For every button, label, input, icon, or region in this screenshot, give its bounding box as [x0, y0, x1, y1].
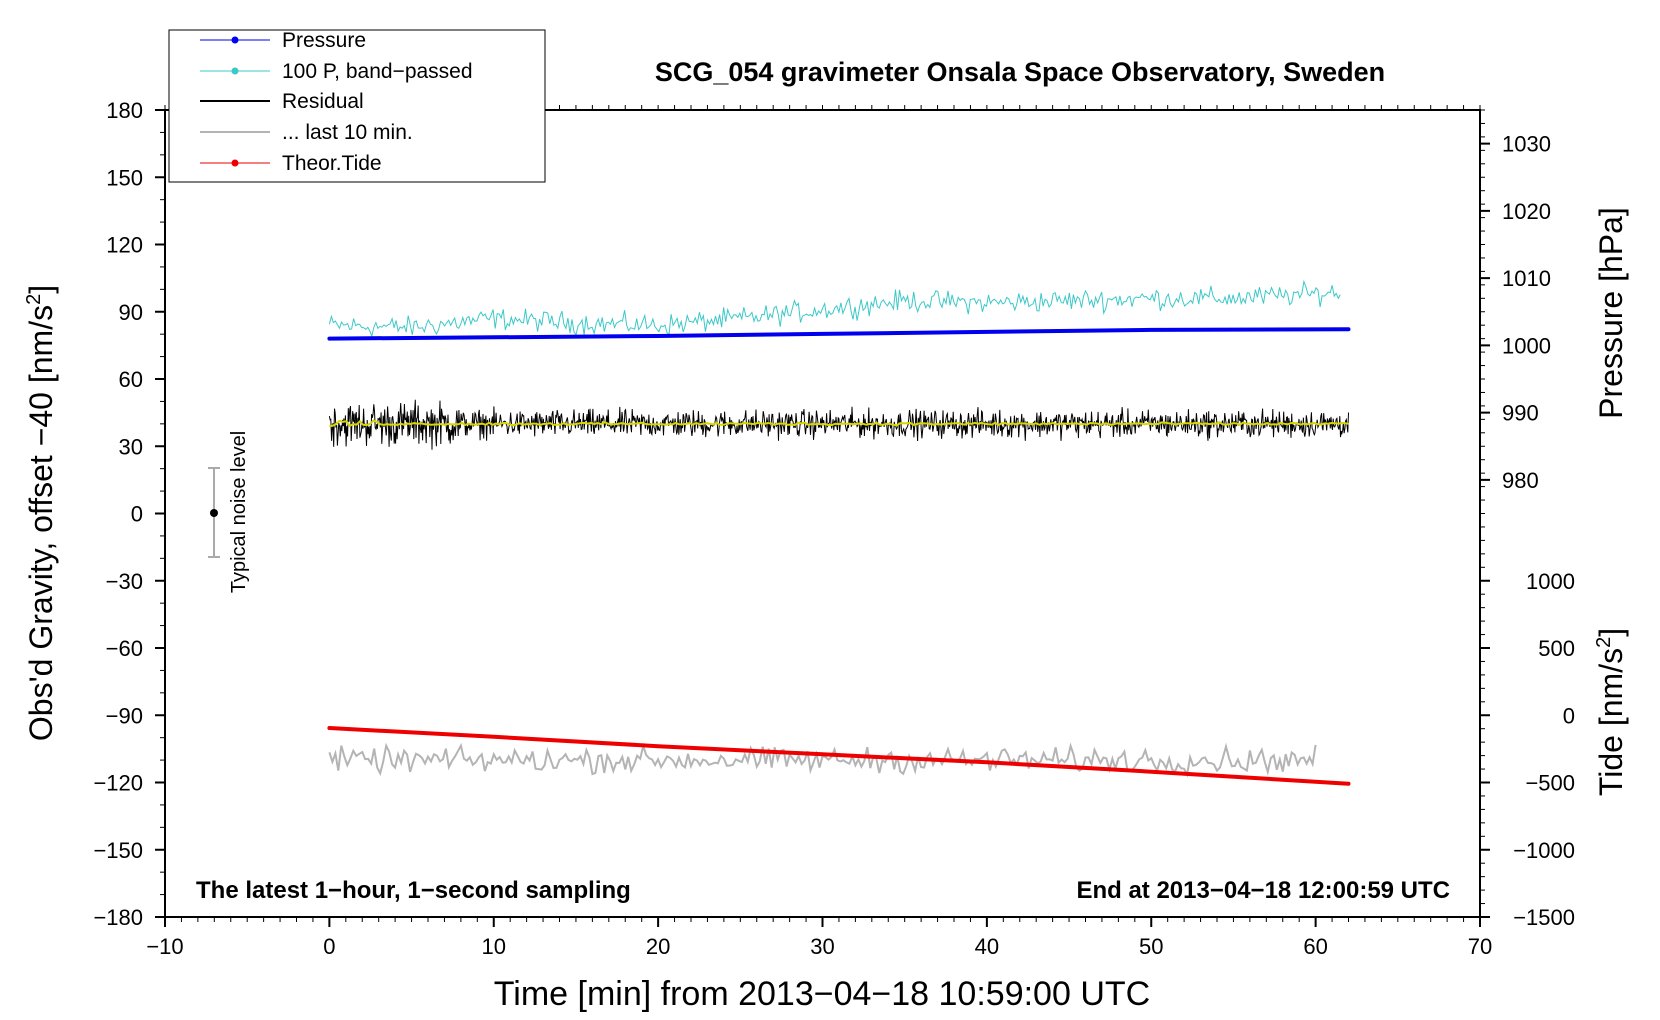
tide-axis-ticks: −1500 −1000 −500 0 500 1000 [1480, 569, 1575, 930]
tide-axis-label-sup: 2 [1593, 637, 1615, 648]
x-tick-label: 50 [1139, 934, 1163, 959]
x-axis-ticks: −10 0 10 20 30 40 50 60 70 [146, 917, 1492, 959]
tide-tick-label: −1000 [1513, 838, 1575, 863]
y-tick-label: 0 [131, 502, 143, 527]
x-tick-label: 20 [646, 934, 670, 959]
legend-item-last-10-min: ... last 10 min. [200, 121, 413, 144]
y-tick-label: −120 [93, 771, 143, 796]
tide-tick-label: 1000 [1526, 569, 1575, 594]
y-tick-label: −150 [93, 838, 143, 863]
pressure-tick-label: 1030 [1502, 132, 1551, 157]
y-tick-label: 60 [119, 367, 143, 392]
legend-label-band-passed: 100 P, band−passed [282, 60, 473, 83]
left-axis-label-end: ] [23, 285, 59, 294]
x-tick-label: −10 [146, 934, 183, 959]
x-tick-label: 60 [1303, 934, 1327, 959]
left-axis-label-main: Obs'd Gravity, offset −40 [nm/s [23, 305, 59, 741]
y-tick-label: 90 [119, 300, 143, 325]
annotation-end-time: End at 2013−04−18 12:00:59 UTC [1076, 877, 1450, 904]
pressure-tick-label: 1000 [1502, 333, 1551, 358]
annotation-sampling: The latest 1−hour, 1−second sampling [196, 877, 631, 904]
pressure-tick-label: 1020 [1502, 199, 1551, 224]
tide-axis-label: Tide [nm/s2] [1593, 628, 1629, 796]
data-layer [327, 279, 1351, 786]
legend-item-pressure: Pressure [200, 29, 366, 52]
legend-label-pressure: Pressure [282, 29, 366, 52]
series-theor-tide [327, 726, 1351, 786]
left-axis-label-sup: 2 [23, 294, 45, 305]
pressure-tick-label: 980 [1502, 468, 1539, 493]
y-tick-label: 150 [106, 165, 143, 190]
y-tick-label: 30 [119, 434, 143, 459]
noise-bar-center [210, 509, 218, 517]
legend-label-residual: Residual [282, 90, 364, 113]
tide-axis-label-main: Tide [nm/s [1593, 648, 1629, 796]
noise-level-indicator: Typical noise level [208, 431, 250, 593]
series-residual-smoothed [329, 419, 1349, 428]
tide-tick-label: 500 [1538, 636, 1575, 661]
pressure-axis-label: Pressure [hPa] [1593, 207, 1629, 419]
legend-label-last-10-min: ... last 10 min. [282, 121, 413, 144]
y-tick-label: −90 [106, 703, 143, 728]
legend-box [168, 29, 546, 183]
legend-marker-theor-tide [231, 159, 239, 167]
chart-title: SCG_054 gravimeter Onsala Space Observat… [655, 57, 1385, 87]
y-axis-ticks: 180 150 120 90 60 30 0 −30 −60 −90 −120 −150 −180 [93, 98, 165, 930]
x-tick-label: 10 [482, 934, 506, 959]
x-tick-label: 40 [975, 934, 999, 959]
left-axis-label: Obs'd Gravity, offset −40 [nm/s2] [23, 285, 59, 741]
tide-axis-label-end: ] [1593, 628, 1629, 637]
x-tick-label: 30 [810, 934, 834, 959]
legend-item-theor-tide: Theor.Tide [200, 152, 382, 175]
y-tick-label: −30 [106, 569, 143, 594]
x-axis-label: Time [min] from 2013−04−18 10:59:00 UTC [494, 975, 1150, 1013]
noise-bar-label: Typical noise level [228, 431, 250, 593]
series-pressure [327, 327, 1351, 341]
series-band-passed [328, 279, 1341, 338]
y-tick-label: 120 [106, 233, 143, 258]
legend-label-theor-tide: Theor.Tide [282, 152, 382, 175]
tide-tick-label: −1500 [1513, 905, 1575, 930]
x-tick-label: 70 [1468, 934, 1492, 959]
y-tick-label: 180 [106, 98, 143, 123]
y-tick-label: −180 [93, 905, 143, 930]
pressure-tick-label: 1010 [1502, 266, 1551, 291]
x-tick-label: 0 [323, 934, 335, 959]
pressure-axis-ticks: 980 990 1000 1010 1020 1030 [1480, 132, 1551, 493]
y-tick-label: −60 [106, 636, 143, 661]
legend-item-band-passed: 100 P, band−passed [200, 60, 473, 83]
pressure-tick-label: 990 [1502, 401, 1539, 426]
legend: Pressure 100 P, band−passed Residual ...… [168, 29, 546, 183]
legend-marker-pressure [231, 36, 239, 44]
legend-item-residual: Residual [200, 90, 364, 113]
legend-marker-band-passed [231, 67, 239, 75]
tide-tick-label: −500 [1525, 771, 1575, 796]
tide-tick-label: 0 [1563, 703, 1575, 728]
